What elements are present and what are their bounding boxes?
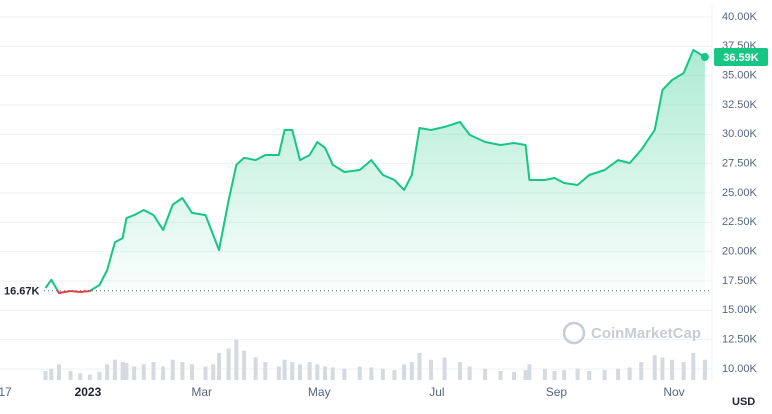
volume-bar — [315, 364, 320, 380]
volume-bar — [78, 373, 83, 380]
volume-bar — [282, 359, 287, 380]
y-tick-label: 32.50K — [722, 99, 758, 111]
y-tick-label: 35.00K — [722, 70, 758, 82]
volume-bar — [691, 353, 696, 380]
volume-bar — [511, 371, 516, 380]
volume-bar — [307, 362, 312, 380]
last-price-label: 36.59K — [723, 52, 759, 64]
volume-bar — [587, 371, 592, 380]
last-price-tag — [714, 48, 768, 67]
volume-bar — [458, 362, 463, 380]
volume-bar — [180, 362, 185, 380]
volume-bar — [652, 355, 657, 380]
volume-bar — [276, 366, 281, 380]
y-tick-label: 10.00K — [722, 363, 758, 375]
volume-bar — [467, 366, 472, 380]
volume-bar — [151, 362, 156, 380]
volume-bar — [681, 362, 686, 380]
volume-bar — [190, 364, 195, 380]
volume-bar — [409, 362, 414, 380]
y-tick-label: 25.00K — [722, 187, 758, 199]
volume-bar — [357, 366, 362, 380]
y-tick-label: 30.00K — [722, 128, 758, 140]
volume-bar — [124, 362, 129, 380]
volume-bar — [170, 359, 175, 380]
price-area — [45, 50, 705, 293]
y-tick-label: 22.50K — [722, 216, 758, 228]
volume-bar — [660, 357, 665, 380]
x-tick-label: 2023 — [75, 385, 102, 399]
volume-bar — [323, 366, 328, 380]
volume-bar — [234, 339, 239, 380]
x-tick-label: Sep — [546, 385, 568, 399]
volume-bar — [670, 359, 675, 380]
volume-bar — [211, 364, 216, 380]
last-point — [700, 53, 709, 62]
volume-bar — [498, 371, 503, 380]
baseline-label: 16.67K — [4, 286, 40, 298]
y-unit: USD — [732, 396, 755, 408]
volume-bar — [203, 366, 208, 380]
x-tick-label: Jul — [429, 385, 444, 399]
volume-bar — [87, 374, 92, 380]
volume-bar — [639, 362, 644, 380]
volume-bar — [552, 371, 557, 380]
volume-bar — [226, 348, 231, 380]
volume-bar — [575, 368, 580, 380]
volume-bar — [429, 359, 434, 380]
volume-bar — [483, 368, 488, 380]
volume-bar — [402, 364, 407, 380]
volume-bar — [542, 368, 547, 380]
price-line — [44, 49, 706, 294]
y-tick-label: 27.50K — [722, 158, 758, 170]
x-tick-label: Nov — [663, 385, 684, 399]
y-tick-label: 40.00K — [722, 11, 758, 23]
volume-bar — [263, 362, 268, 380]
volume-bar — [49, 368, 54, 380]
volume-bar — [562, 370, 567, 380]
volume-bar — [141, 364, 146, 380]
volume-bar — [253, 357, 258, 380]
volume-bar — [342, 368, 347, 380]
volume-bar — [627, 367, 632, 380]
volume-bar — [242, 350, 247, 380]
volume-bar — [602, 370, 607, 380]
volume-bar — [702, 359, 707, 380]
volume-bar — [56, 364, 61, 380]
volume-bar — [616, 368, 621, 380]
watermark: CoinMarketCap — [562, 321, 701, 345]
watermark-logo — [562, 321, 586, 345]
volume-bar — [290, 362, 295, 380]
volume-bar — [380, 368, 385, 380]
watermark-text: CoinMarketCap — [591, 325, 701, 342]
x-tick-label: Mar — [191, 385, 212, 399]
volume-bar — [120, 362, 125, 380]
baseline-label-bg — [0, 282, 44, 299]
volume-bar — [523, 370, 528, 380]
y-tick-label: 15.00K — [722, 304, 758, 316]
x-tick-label: 17 — [0, 385, 12, 399]
x-tick-label: May — [308, 385, 331, 399]
volume-bar — [330, 367, 335, 380]
volume-bar — [112, 359, 117, 380]
y-tick-label: 12.50K — [722, 334, 758, 346]
volume-bar — [217, 353, 222, 380]
volume-bar — [43, 371, 48, 380]
volume-bar — [68, 371, 73, 380]
volume-bar — [105, 364, 110, 380]
volume-bar — [369, 367, 374, 380]
y-tick-label: 17.50K — [722, 275, 758, 287]
volume-bar — [297, 364, 302, 380]
volume-bar — [417, 353, 422, 380]
volume-bar — [442, 357, 447, 380]
volume-bar — [527, 364, 532, 380]
volume-bar — [392, 370, 397, 380]
y-tick-label: 20.00K — [722, 246, 758, 258]
volume-bar — [132, 366, 137, 380]
volume-bar — [161, 366, 166, 380]
volume-bar — [97, 371, 102, 380]
